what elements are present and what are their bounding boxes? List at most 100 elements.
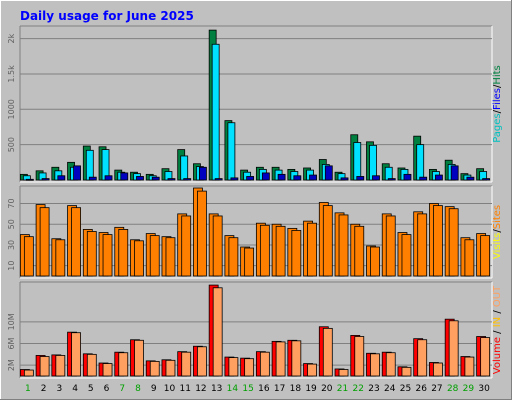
- bar-pages-21: [340, 177, 349, 181]
- bar-pages-11: [183, 178, 192, 181]
- y-tick-label: 2k: [7, 33, 16, 43]
- y-tick-label: 50: [7, 219, 16, 229]
- bar-out-22: [354, 336, 365, 377]
- x-tick-label-12: 12: [195, 384, 206, 394]
- bar-out-24: [385, 352, 396, 377]
- bar-visits-8: [134, 240, 144, 277]
- x-tick-label-10: 10: [164, 384, 176, 394]
- bar-files-11: [180, 155, 189, 181]
- bar-out-4: [71, 332, 81, 377]
- x-tick-label-2: 2: [41, 384, 47, 394]
- x-tick-label-26: 26: [415, 384, 427, 394]
- x-tick-label-11: 11: [179, 384, 190, 394]
- bar-visits-9: [149, 235, 160, 277]
- x-tick-label-24: 24: [384, 384, 396, 394]
- bar-out-14: [228, 357, 239, 377]
- bar-files-23: [369, 144, 377, 181]
- bar-out-13: [212, 287, 223, 377]
- bar-pages-25: [403, 173, 412, 181]
- bar-files-22: [353, 142, 362, 181]
- bar-pages-28: [450, 165, 459, 181]
- bar-visits-29: [464, 239, 475, 277]
- bar-visits-27: [433, 205, 443, 277]
- bar-files-24: [384, 166, 393, 181]
- bar-pages-13: [214, 178, 223, 181]
- bar-visits-4: [71, 207, 81, 277]
- x-tick-label-5: 5: [88, 384, 94, 394]
- x-tick-label-16: 16: [258, 384, 270, 394]
- bar-visits-23: [370, 246, 380, 277]
- bar-visits-24: [385, 215, 396, 277]
- legend-entry-volume: Volume: [492, 337, 503, 374]
- x-tick-label-21: 21: [337, 384, 348, 394]
- bar-pages-1: [25, 178, 34, 181]
- x-tick-label-28: 28: [447, 384, 459, 394]
- legend-visits: Visits/Sites: [492, 205, 503, 259]
- bar-out-3: [55, 355, 66, 377]
- bar-pages-5: [88, 176, 97, 181]
- y-tick-label: 1.5k: [7, 65, 16, 83]
- x-tick-label-27: 27: [431, 384, 442, 394]
- bar-out-7: [118, 352, 129, 377]
- bar-pages-16: [261, 172, 270, 181]
- bar-pages-4: [73, 165, 81, 181]
- bar-pages-15: [246, 176, 255, 181]
- bar-pages-19: [309, 174, 317, 181]
- bar-pages-12: [199, 166, 207, 181]
- x-tick-label-9: 9: [151, 384, 157, 394]
- y-tick-label: 10M: [7, 313, 16, 330]
- legend-separator: /: [492, 84, 503, 88]
- series-pages: [25, 165, 491, 181]
- legend-text: Volume / IN / OUT: [492, 285, 503, 374]
- bar-out-5: [86, 353, 97, 377]
- bar-pages-29: [466, 176, 475, 181]
- y-tick-label: 6M: [7, 337, 16, 349]
- legend-separator: /: [492, 229, 503, 233]
- bar-visits-11: [181, 215, 192, 277]
- x-tick-label-14: 14: [227, 384, 239, 394]
- bar-pages-6: [104, 175, 113, 181]
- x-tick-label-19: 19: [305, 384, 317, 394]
- bar-visits-18: [291, 230, 302, 277]
- bar-out-17: [275, 341, 286, 377]
- x-tick-label-8: 8: [135, 384, 141, 394]
- bar-out-6: [102, 363, 113, 377]
- panel-pages: 500 1000 1.5k 2k: [7, 25, 493, 183]
- legend-entry-out: OUT: [492, 285, 503, 307]
- x-tick-label-7: 7: [119, 384, 125, 394]
- bar-out-29: [464, 356, 475, 377]
- panel-visits: 10 30 50 70: [7, 185, 493, 279]
- bar-pages-22: [356, 176, 365, 181]
- bar-files-26: [416, 144, 425, 181]
- bar-out-16: [259, 351, 270, 377]
- x-tick-label-1: 1: [25, 384, 31, 394]
- bar-visits-30: [480, 235, 491, 277]
- bar-visits-7: [118, 229, 129, 277]
- bar-out-1: [23, 369, 34, 377]
- bar-visits-22: [354, 225, 365, 277]
- legend-entry-sites: Sites: [492, 205, 503, 229]
- y-tick-label: 70: [7, 198, 16, 208]
- bar-pages-26: [419, 176, 428, 181]
- bar-out-15: [244, 358, 255, 377]
- x-tick-label-23: 23: [368, 384, 379, 394]
- bar-pages-3: [57, 175, 66, 181]
- chart-title: Daily usage for June 2025: [20, 9, 194, 23]
- legend-entry-files: Files: [492, 88, 503, 110]
- x-tick-label-15: 15: [242, 384, 253, 394]
- bar-out-12: [197, 346, 207, 377]
- x-tick-label-13: 13: [211, 384, 222, 394]
- bar-visits-10: [165, 237, 176, 277]
- x-tick-label-22: 22: [353, 384, 364, 394]
- legend-entry-hits: Hits: [492, 65, 503, 84]
- legend-volume: Volume / IN / OUT: [492, 285, 503, 374]
- bar-out-10: [165, 359, 176, 377]
- bar-visits-14: [228, 237, 239, 277]
- x-tick-label-18: 18: [290, 384, 302, 394]
- bar-visits-2: [39, 207, 50, 277]
- x-tick-label-29: 29: [463, 384, 475, 394]
- x-tick-label-6: 6: [104, 384, 110, 394]
- bar-pages-7: [120, 172, 129, 181]
- legend-entry-visits: Visits: [492, 233, 503, 260]
- legend-text: Visits/Sites: [492, 205, 503, 259]
